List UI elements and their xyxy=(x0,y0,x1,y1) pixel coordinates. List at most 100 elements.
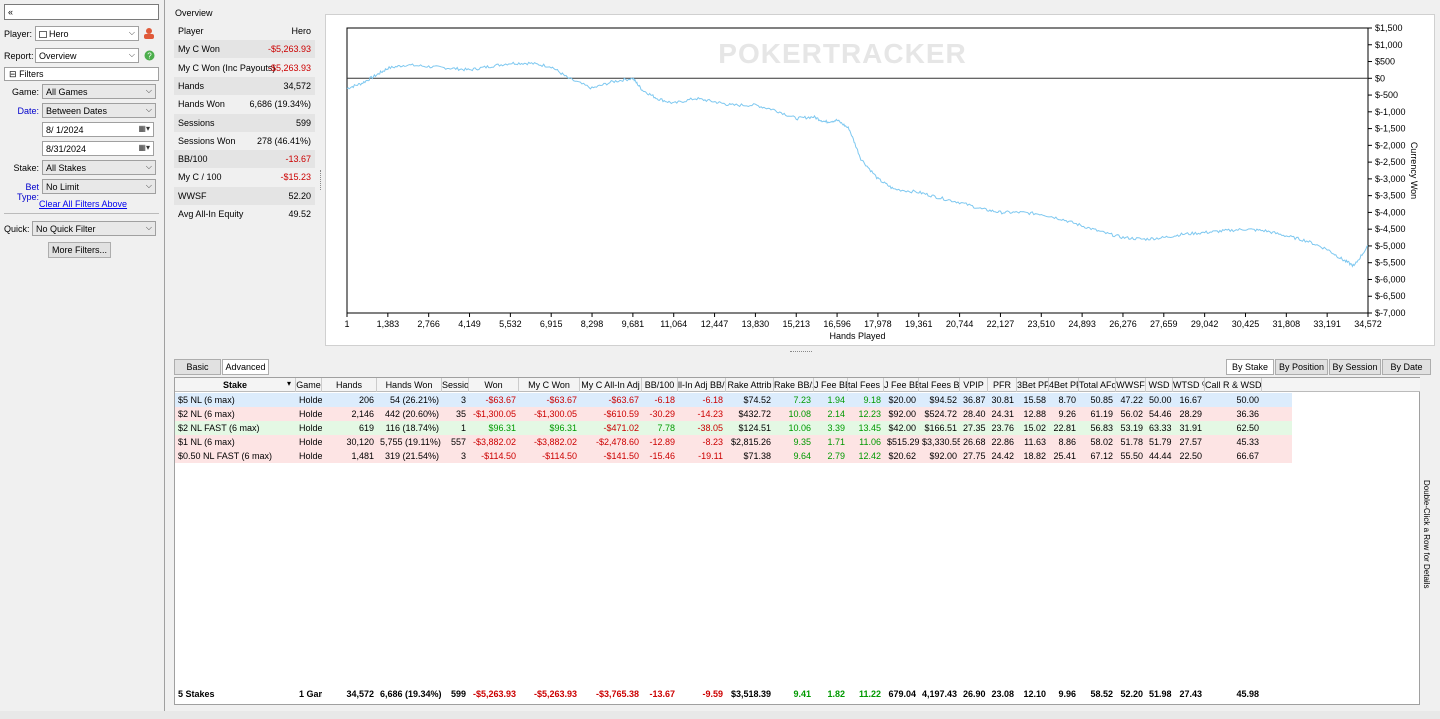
tab-basic[interactable]: Basic xyxy=(174,359,221,375)
y-tick-label: $500 xyxy=(1375,57,1395,67)
table-cell: 15.02 xyxy=(1023,423,1046,433)
column-header[interactable]: BB/100 xyxy=(642,378,678,392)
group-by-date-button[interactable]: By Date xyxy=(1382,359,1431,375)
table-cell: 12.88 xyxy=(1023,409,1046,419)
bet-type-select[interactable]: No Limit ⌵ xyxy=(42,179,156,194)
column-header[interactable]: J Fee BB/1( xyxy=(884,378,919,392)
report-label: Report: xyxy=(4,51,34,61)
table-cell: -$63.67 xyxy=(546,395,577,405)
table-cell: 55.50 xyxy=(1120,451,1143,461)
column-header[interactable]: tal Fees BB/1 xyxy=(919,378,960,392)
y-tick-label: $-4,500 xyxy=(1375,224,1406,234)
column-header[interactable]: WTSD % xyxy=(1173,378,1205,392)
column-header[interactable]: Hands Won xyxy=(377,378,442,392)
table-cell: 22.81 xyxy=(1053,423,1076,433)
column-header[interactable]: Total AFq xyxy=(1079,378,1116,392)
date-label[interactable]: Date: xyxy=(17,106,39,116)
x-tick-label: 8,298 xyxy=(581,319,604,329)
group-by-position-button[interactable]: By Position xyxy=(1275,359,1328,375)
bet-type-label[interactable]: Bet Type: xyxy=(16,182,39,202)
table-row[interactable]: $0.50 NL FAST (6 max) Holdem 1,481 319 (21.… xyxy=(175,449,1292,463)
totals-cell: 1 Game xyxy=(299,689,322,699)
table-cell: 27.35 xyxy=(963,423,986,433)
overview-value: 278 (46.41%) xyxy=(256,135,311,146)
column-header[interactable]: Rake BB/100 xyxy=(774,378,814,392)
filter-panel: « Player: Hero ⌵ Report: Overview ⌵ ? ⊟ … xyxy=(0,0,165,719)
table-cell: 1.94 xyxy=(827,395,845,405)
quick-filter-select[interactable]: No Quick Filter ⌵ xyxy=(32,221,156,236)
table-cell: $2 NL (6 max) xyxy=(178,409,235,419)
overview-key: My C Won xyxy=(178,44,220,55)
splitter-handle[interactable] xyxy=(320,170,323,190)
table-cell: -$63.67 xyxy=(485,395,516,405)
column-header[interactable]: WWSF xyxy=(1116,378,1146,392)
splitter-handle[interactable] xyxy=(790,351,812,354)
filters-section-header[interactable]: ⊟ Filters xyxy=(4,67,159,81)
overview-value: 34,572 xyxy=(283,80,311,91)
game-value: All Games xyxy=(46,87,88,97)
table-cell: 53.19 xyxy=(1120,423,1143,433)
overview-row: Sessions 599 xyxy=(174,113,315,132)
column-header[interactable]: PFR xyxy=(988,378,1017,392)
column-header[interactable]: 4Bet PF xyxy=(1049,378,1079,392)
totals-cell: $3,518.39 xyxy=(730,689,771,699)
game-label: Game: xyxy=(11,87,39,97)
group-by-session-button[interactable]: By Session xyxy=(1329,359,1381,375)
table-cell: -$3,882.02 xyxy=(472,437,516,447)
x-tick-label: 16,596 xyxy=(823,319,851,329)
totals-cell: -9.59 xyxy=(702,689,723,699)
table-row[interactable]: $1 NL (6 max) Holdem 30,120 5,755 (19.11%) 5… xyxy=(175,435,1292,449)
sort-arrow-icon: ▾ xyxy=(287,379,292,388)
x-tick-label: 23,510 xyxy=(1028,319,1056,329)
game-select[interactable]: All Games ⌵ xyxy=(42,84,156,99)
column-header[interactable]: J Fee BB/1( xyxy=(814,378,848,392)
tab-advanced[interactable]: Advanced xyxy=(222,359,269,375)
player-avatar-icon[interactable] xyxy=(143,27,155,39)
table-row[interactable]: $2 NL (6 max) Holdem 2,146 442 (20.60%) 35 -$… xyxy=(175,407,1292,421)
column-header[interactable]: Game xyxy=(296,378,322,392)
x-tick-label: 34,572 xyxy=(1354,319,1382,329)
table-row[interactable]: $2 NL FAST (6 max) Holdem 619 116 (18.74%) 1… xyxy=(175,421,1292,435)
date-select[interactable]: Between Dates ⌵ xyxy=(42,103,156,118)
column-header[interactable]: Call R & WSD xyxy=(1205,378,1262,392)
overview-row: Hands 34,572 xyxy=(174,76,315,95)
table-cell: $20.00 xyxy=(888,395,916,405)
column-header[interactable]: 3Bet PF xyxy=(1017,378,1049,392)
x-tick-label: 33,191 xyxy=(1313,319,1341,329)
column-header[interactable]: WSD xyxy=(1146,378,1173,392)
group-by-stake-button[interactable]: By Stake xyxy=(1226,359,1274,375)
table-cell: 62.50 xyxy=(1236,423,1259,433)
x-tick-label: 27,659 xyxy=(1150,319,1178,329)
player-select[interactable]: Hero ⌵ xyxy=(35,26,139,41)
clear-filters-link[interactable]: Clear All Filters Above xyxy=(39,199,128,209)
column-header[interactable]: My C All-In Adj xyxy=(580,378,642,392)
column-header[interactable]: tal Fees BB/1 xyxy=(848,378,884,392)
table-row[interactable]: $5 NL (6 max) Holdem 206 54 (26.21%) 3 -$63.6… xyxy=(175,393,1292,407)
stake-select[interactable]: All Stakes ⌵ xyxy=(42,160,156,175)
column-header[interactable]: ll-In Adj BB/1( xyxy=(678,378,726,392)
date-from-picker[interactable]: 8/ 1/2024 ▦▾ xyxy=(42,122,154,137)
table-cell: -15.46 xyxy=(649,451,675,461)
x-tick-label: 11,064 xyxy=(660,319,687,329)
column-header[interactable]: Stake xyxy=(175,378,296,392)
column-header[interactable]: Rake Attrib xyxy=(726,378,774,392)
chevron-down-icon: ⌵ xyxy=(145,181,152,190)
report-select[interactable]: Overview ⌵ xyxy=(35,48,139,63)
column-header[interactable]: Won xyxy=(469,378,519,392)
collapse-search-box[interactable]: « xyxy=(4,4,159,20)
table-cell: $0.50 NL FAST (6 max) xyxy=(178,451,273,461)
x-axis-label: Hands Played xyxy=(829,331,885,341)
table-cell: -14.23 xyxy=(697,409,723,419)
column-header[interactable]: Hands xyxy=(322,378,377,392)
x-tick-label: 26,276 xyxy=(1109,319,1137,329)
column-header[interactable]: VPIP xyxy=(960,378,988,392)
overview-key: My C Won (Inc Payouts) xyxy=(178,62,276,73)
more-filters-button[interactable]: More Filters... xyxy=(48,242,111,258)
column-header[interactable]: Session xyxy=(442,378,469,392)
table-cell: 7.23 xyxy=(793,395,811,405)
column-header[interactable]: My C Won xyxy=(519,378,580,392)
help-icon[interactable]: ? xyxy=(144,50,155,61)
date-to-picker[interactable]: 8/31/2024 ▦▾ xyxy=(42,141,154,156)
table-cell: 619 xyxy=(358,423,374,433)
